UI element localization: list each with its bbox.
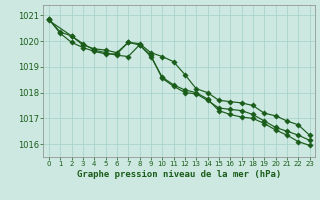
X-axis label: Graphe pression niveau de la mer (hPa): Graphe pression niveau de la mer (hPa) [77,170,281,179]
